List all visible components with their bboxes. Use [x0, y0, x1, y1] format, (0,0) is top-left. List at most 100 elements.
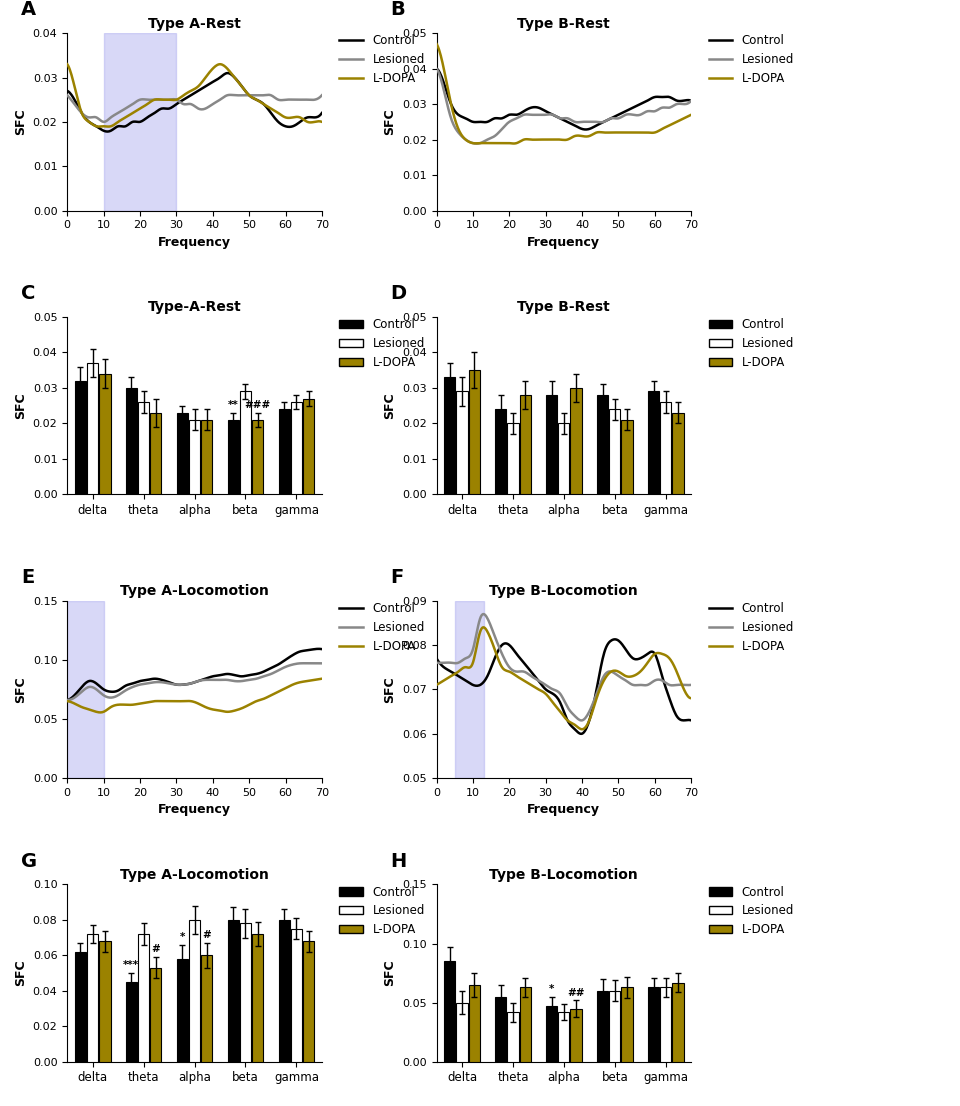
Bar: [648, 988, 660, 1062]
Bar: [546, 1006, 557, 1062]
Bar: [468, 985, 480, 1062]
Title: Type B-Rest: Type B-Rest: [517, 17, 611, 31]
Y-axis label: SFC: SFC: [384, 960, 396, 987]
Bar: [519, 395, 531, 494]
Bar: [456, 392, 468, 494]
Bar: [177, 959, 188, 1062]
Text: ***: ***: [123, 960, 139, 970]
X-axis label: Frequency: Frequency: [158, 236, 231, 249]
Bar: [278, 409, 290, 494]
Y-axis label: SFC: SFC: [14, 960, 27, 987]
Bar: [495, 409, 506, 494]
Y-axis label: SFC: SFC: [14, 108, 27, 135]
Bar: [610, 409, 620, 494]
Legend: Control, Lesioned, L-DOPA: Control, Lesioned, L-DOPA: [704, 313, 799, 374]
Bar: [87, 935, 98, 1062]
Bar: [104, 33, 177, 210]
Bar: [621, 420, 633, 494]
Title: Type-A-Rest: Type-A-Rest: [148, 301, 241, 314]
Bar: [150, 413, 161, 494]
Bar: [291, 403, 302, 494]
Text: #: #: [152, 945, 160, 954]
Text: F: F: [391, 568, 404, 587]
Bar: [75, 380, 86, 494]
Bar: [660, 988, 671, 1062]
Legend: Control, Lesioned, L-DOPA: Control, Lesioned, L-DOPA: [335, 313, 429, 374]
Bar: [660, 403, 671, 494]
Text: B: B: [391, 0, 405, 20]
Text: ###: ###: [245, 400, 271, 410]
Title: Type A-Locomotion: Type A-Locomotion: [120, 868, 269, 881]
Bar: [126, 982, 137, 1062]
Bar: [456, 1003, 468, 1062]
Bar: [597, 991, 609, 1062]
Y-axis label: SFC: SFC: [383, 108, 396, 135]
Legend: Control, Lesioned, L-DOPA: Control, Lesioned, L-DOPA: [704, 597, 799, 657]
Bar: [177, 413, 188, 494]
Title: Type B-Rest: Type B-Rest: [517, 301, 611, 314]
Bar: [672, 413, 684, 494]
X-axis label: Frequency: Frequency: [158, 803, 231, 816]
Bar: [672, 982, 684, 1062]
Bar: [546, 395, 557, 494]
Bar: [291, 929, 302, 1062]
Bar: [621, 988, 633, 1062]
Text: C: C: [21, 284, 36, 303]
Bar: [507, 1012, 518, 1062]
Bar: [150, 968, 161, 1062]
Bar: [558, 1012, 569, 1062]
Title: Type A-Locomotion: Type A-Locomotion: [120, 584, 269, 598]
Bar: [495, 997, 506, 1062]
Bar: [444, 961, 455, 1062]
Y-axis label: SFC: SFC: [14, 676, 27, 702]
Bar: [126, 388, 137, 494]
Y-axis label: SFC: SFC: [14, 393, 27, 419]
Bar: [610, 991, 620, 1062]
Bar: [570, 1009, 582, 1062]
Text: #: #: [203, 930, 211, 940]
Bar: [202, 420, 212, 494]
X-axis label: Frequency: Frequency: [527, 236, 600, 249]
Title: Type B-Locomotion: Type B-Locomotion: [490, 584, 638, 598]
Bar: [138, 403, 149, 494]
Bar: [228, 920, 239, 1062]
Bar: [444, 377, 455, 494]
Bar: [519, 988, 531, 1062]
Bar: [648, 392, 660, 494]
Text: **: **: [228, 400, 239, 410]
Bar: [558, 424, 569, 494]
Bar: [468, 371, 480, 494]
Legend: Control, Lesioned, L-DOPA: Control, Lesioned, L-DOPA: [335, 880, 429, 941]
X-axis label: Frequency: Frequency: [527, 803, 600, 816]
Text: ##: ##: [567, 988, 585, 998]
Text: *: *: [180, 932, 185, 942]
Bar: [240, 924, 252, 1062]
Y-axis label: SFC: SFC: [383, 676, 396, 702]
Bar: [189, 420, 201, 494]
Legend: Control, Lesioned, L-DOPA: Control, Lesioned, L-DOPA: [704, 30, 799, 90]
Bar: [278, 920, 290, 1062]
Text: A: A: [21, 0, 36, 20]
Legend: Control, Lesioned, L-DOPA: Control, Lesioned, L-DOPA: [704, 880, 799, 941]
Y-axis label: SFC: SFC: [383, 393, 396, 419]
Bar: [138, 935, 149, 1062]
Text: H: H: [391, 852, 407, 870]
Bar: [189, 920, 201, 1062]
Bar: [228, 420, 239, 494]
Title: Type B-Locomotion: Type B-Locomotion: [490, 868, 638, 881]
Bar: [570, 388, 582, 494]
Bar: [252, 420, 263, 494]
Legend: Control, Lesioned, L-DOPA: Control, Lesioned, L-DOPA: [335, 30, 429, 90]
Legend: Control, Lesioned, L-DOPA: Control, Lesioned, L-DOPA: [335, 597, 429, 657]
Bar: [455, 601, 484, 778]
Bar: [597, 395, 609, 494]
Bar: [303, 398, 314, 494]
Text: D: D: [391, 284, 407, 303]
Bar: [87, 363, 98, 494]
Title: Type A-Rest: Type A-Rest: [148, 17, 241, 31]
Bar: [240, 392, 252, 494]
Bar: [303, 941, 314, 1062]
Bar: [252, 935, 263, 1062]
Text: G: G: [21, 852, 37, 870]
Text: E: E: [21, 568, 35, 587]
